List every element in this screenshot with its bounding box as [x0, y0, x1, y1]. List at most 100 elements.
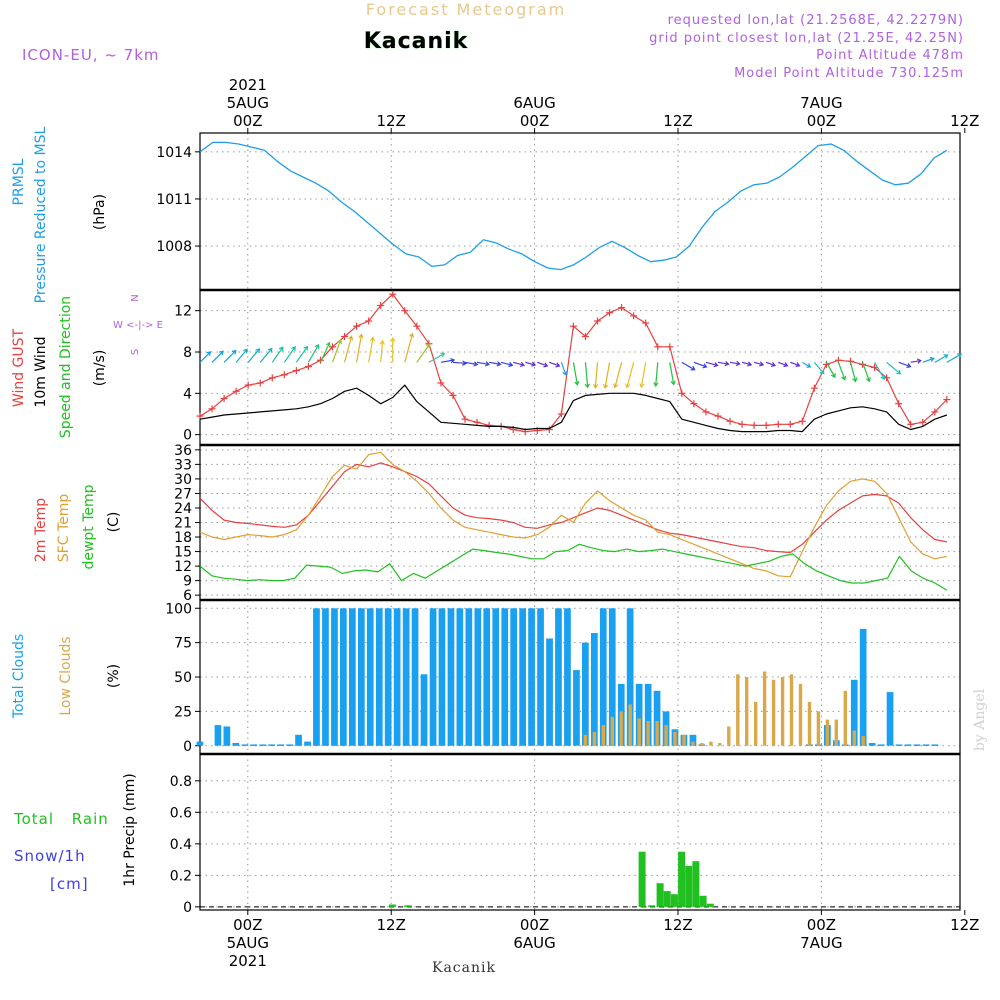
gust-marker: [437, 379, 445, 387]
gust-marker: [461, 415, 469, 423]
precip-bar: [388, 904, 396, 907]
pressure-line: [199, 141, 948, 271]
wind-arrow-head: [496, 361, 502, 367]
wind-arrow-head: [574, 380, 580, 386]
low-cloud-bar: [861, 736, 865, 746]
wind-arrow-shaft: [428, 352, 445, 363]
wind-arrow-shaft: [741, 361, 752, 366]
precip-labels: Total Rain Snow/1h [cm] 1hr Precip (mm): [13, 773, 138, 893]
wind-arrow: [741, 361, 753, 367]
wind-arrow-shaft: [922, 357, 934, 363]
wind-arrow-head: [369, 336, 376, 342]
total-cloud-bar: [483, 608, 491, 746]
wind-arrow-shaft: [525, 361, 536, 366]
y-tick-label: 0: [183, 428, 192, 444]
wind-arrow-head: [806, 363, 812, 368]
precip-bar: [692, 861, 700, 907]
time-label-bottom: 12Z: [663, 916, 692, 934]
y-tick-label: 8: [183, 345, 192, 361]
gust-marker: [666, 343, 674, 351]
wind-arrow-head: [508, 361, 514, 368]
wind-arrow: [572, 362, 580, 386]
total-cloud-bar: [519, 608, 526, 746]
total-cloud-bar: [850, 679, 858, 746]
wind-arrow: [476, 361, 490, 367]
wind-arrow-head: [770, 362, 777, 367]
label-dewpt-temp: dewpt Temp: [81, 484, 97, 569]
wind-arrow-head: [379, 339, 385, 345]
wind-arrow-shaft: [500, 361, 513, 366]
wind-arrow-shaft: [874, 362, 885, 380]
wind-arrow-shaft: [753, 361, 764, 366]
y-tick-label: 33: [174, 457, 192, 473]
precip-bar: [648, 905, 656, 907]
time-label-top: 2021: [229, 76, 267, 94]
wind-arrow: [653, 362, 659, 388]
grid-point-coords: grid point closest lon,lat (21.25E, 42.2…: [649, 31, 964, 46]
total-cloud-bar: [268, 744, 275, 746]
wind-arrow: [379, 339, 385, 363]
total-cloud-bar: [599, 608, 607, 746]
wind-arrow-head: [896, 369, 902, 375]
wind-arrow: [211, 350, 224, 363]
wind-arrow-shaft: [271, 346, 284, 363]
wind-arrow-head: [348, 335, 354, 341]
total-cloud-bar: [644, 683, 652, 746]
wind-arrow: [440, 357, 456, 364]
total-cloud-bar: [591, 633, 598, 746]
wind-arrow: [513, 361, 526, 367]
total-cloud-bar: [304, 741, 311, 746]
y-tick-label: 12: [174, 304, 192, 320]
wind-arrow-head: [592, 383, 599, 389]
wind-arrow: [319, 341, 331, 363]
wind-arrow-head: [690, 365, 696, 371]
y-tick-label: 1011: [156, 192, 192, 208]
wind-arrow-shaft: [368, 337, 374, 363]
wind-arrow: [537, 361, 549, 368]
low-cloud-bar: [655, 721, 659, 746]
wind-arrow-head: [795, 362, 801, 368]
panel-frame-wind: [199, 289, 961, 446]
total-cloud-bar: [931, 744, 939, 746]
wind-arrow-head: [613, 383, 619, 389]
wind-arrow: [837, 362, 847, 381]
low-cloud-bar: [601, 725, 605, 746]
gust-marker: [690, 400, 698, 408]
wind-arrow-head: [783, 362, 789, 368]
wind-arrow-shaft: [837, 362, 846, 380]
label-cm: [cm]: [50, 875, 89, 893]
wind-arrow-head: [390, 336, 396, 342]
total-cloud-bar: [626, 608, 634, 746]
wind-arrow: [331, 338, 343, 363]
time-label-top: 7AUG: [800, 94, 842, 112]
gust-marker: [244, 381, 252, 389]
low-cloud-bar: [825, 719, 830, 746]
wind-arrow-head: [602, 383, 609, 389]
wind-arrow-head: [625, 383, 631, 389]
time-label-bottom: 12Z: [950, 916, 979, 934]
wind-arrow: [825, 362, 836, 379]
y-tick-label: 0.8: [170, 774, 192, 790]
label-total-rain: Total Rain: [13, 810, 109, 828]
total-cloud-bar: [313, 608, 320, 746]
wind-arrow-shaft: [331, 339, 342, 363]
wind-arrow: [271, 346, 284, 363]
low-cloud-bar: [771, 679, 776, 746]
wind-arrow-shaft: [861, 362, 870, 382]
wind-arrow-head: [425, 343, 431, 349]
wind-arrow-head: [865, 377, 871, 383]
label-celsius: (C): [106, 512, 122, 533]
wind-arrow-head: [450, 357, 456, 364]
wind-arrow: [778, 361, 789, 368]
gust-marker: [280, 371, 288, 379]
low-cloud-bar: [807, 701, 812, 746]
total-cloud-bar: [223, 726, 231, 746]
gust-marker: [786, 420, 794, 428]
wind-arrow: [681, 361, 696, 371]
requested-coords: requested lon,lat (21.2568E, 42.2279N): [668, 13, 964, 28]
wind-arrow: [428, 352, 446, 363]
time-label-top: 12Z: [950, 112, 979, 130]
low-cloud-bar: [852, 730, 856, 746]
wind-arrow-head: [841, 375, 847, 381]
wind-arrow-head: [255, 348, 261, 353]
